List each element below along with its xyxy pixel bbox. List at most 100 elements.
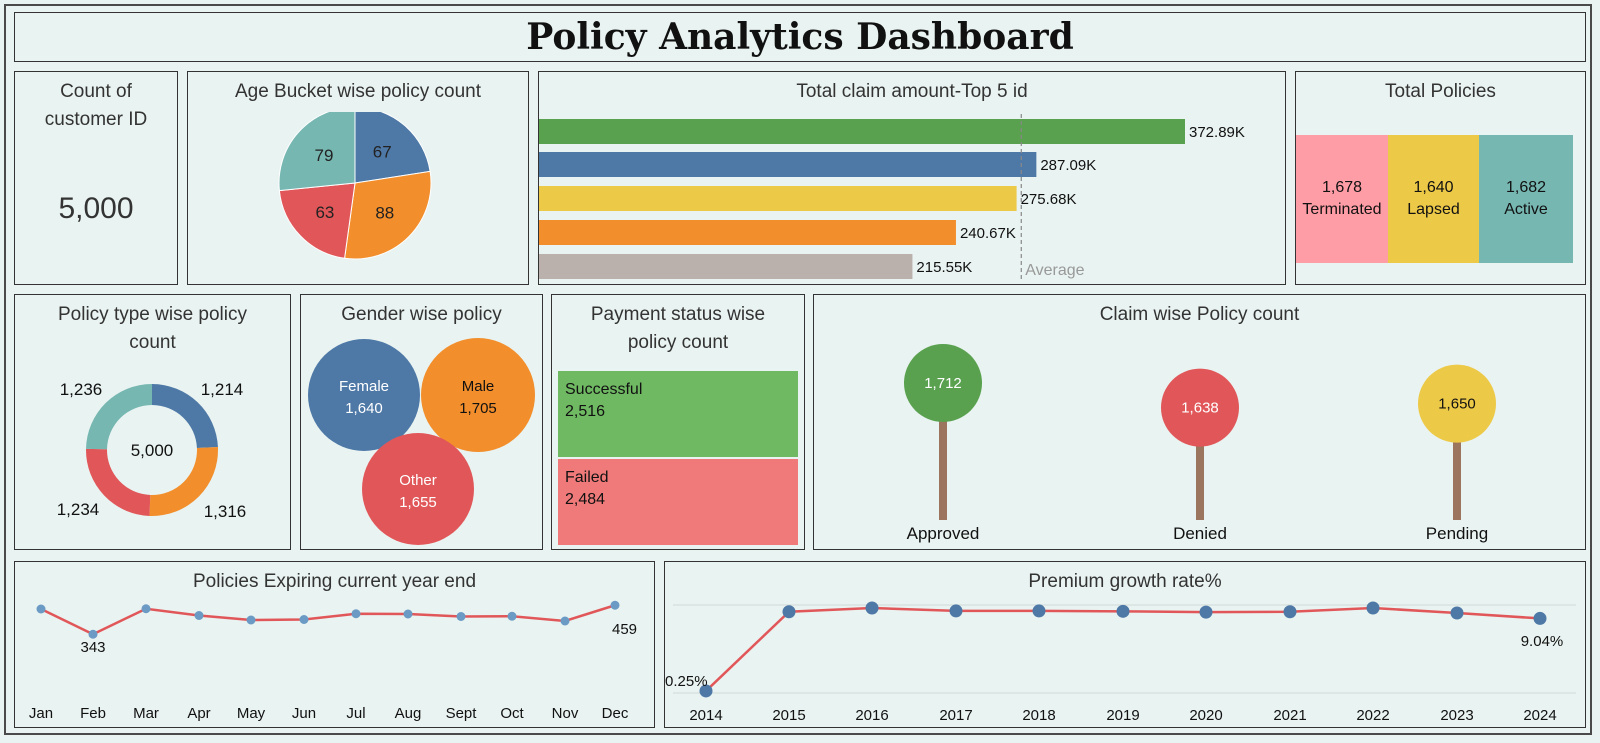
series-point	[246, 615, 256, 625]
growth-line-chart: 2014 2015 2016 2017 2018 2019 2020 2021 2022 2023…	[665, 601, 1576, 724]
kpi-value: 5,000	[58, 192, 134, 225]
claim-bar-label: 372.89K	[1189, 124, 1245, 141]
active-value: 1,682	[1505, 179, 1547, 196]
pie-slice	[344, 170, 432, 260]
series-point	[782, 605, 796, 619]
point-label: 9.04%	[1521, 633, 1564, 650]
policy-type-title-line2: count	[129, 332, 176, 353]
payment-failed-label: Failed	[565, 469, 609, 486]
lollipop-category: Approved	[907, 524, 980, 543]
age-pie-title: Age Bucket wise policy count	[234, 81, 482, 102]
series-point	[194, 611, 204, 620]
claim-top5-panel: Total claim amount-Top 5 id 372.89K 287.0…	[538, 71, 1286, 285]
gender-bubble-chart: Female 1,640 Male 1,705 Other 1,655	[308, 338, 535, 545]
policy-type-donut: 1,214 1,316 1,234 1,236 5,000	[57, 380, 247, 521]
gender-bubble-category: Female	[339, 378, 389, 395]
series-point	[299, 615, 309, 624]
gender-bubble-category: Other	[399, 472, 437, 489]
growth-panel: Premium growth rate% 2014 2015 2016 2017 201…	[664, 561, 1586, 728]
claim-bar	[539, 220, 956, 245]
series-point	[351, 609, 361, 619]
lollipop-value: 1,638	[1181, 400, 1219, 417]
donut-slice	[86, 448, 151, 516]
series-point	[403, 609, 413, 619]
series-point	[1366, 601, 1380, 615]
claim-count-panel: Claim wise Policy count 1,712 Approved 1,6…	[813, 294, 1586, 550]
claim-top5-chart: 372.89K 287.09K 275.68K 240.67K 215.55K Avera…	[539, 114, 1245, 280]
x-tick-label: 2015	[772, 707, 805, 724]
growth-title: Premium growth rate%	[1028, 571, 1222, 592]
average-label: Average	[1025, 262, 1084, 279]
claim-bar-label: 275.68K	[1021, 191, 1077, 208]
kpi-title-line2: customer ID	[44, 109, 148, 130]
gender-bubble-category: Male	[462, 378, 495, 395]
gender-bubble-value: 1,640	[345, 400, 383, 417]
series-point	[88, 629, 98, 639]
donut-slice	[152, 384, 218, 448]
gender-bubble	[362, 433, 474, 545]
active-label: Active	[1504, 201, 1548, 218]
x-tick-label: Dec	[602, 705, 629, 722]
x-tick-label: Jul	[346, 705, 365, 722]
expiring-title: Policies Expiring current year end	[192, 571, 477, 592]
total-policies-lapsed: 1,640 Lapsed	[1388, 135, 1479, 263]
series-point	[560, 616, 570, 626]
series-point	[1450, 606, 1464, 620]
x-tick-label: 2023	[1440, 707, 1473, 724]
pie-slice	[278, 112, 356, 192]
x-tick-label: Oct	[500, 705, 524, 722]
donut-slice	[149, 447, 219, 516]
donut-slice-label: 1,316	[204, 502, 247, 521]
lollipop-head	[1418, 364, 1496, 443]
x-tick-label: 2017	[939, 707, 972, 724]
pie-slice	[278, 182, 356, 259]
lollipop-stem	[1453, 403, 1461, 520]
lollipop-category: Pending	[1426, 524, 1488, 543]
x-tick-label: 2018	[1022, 707, 1055, 724]
gender-bubble-value: 1,705	[459, 400, 497, 417]
donut-center-label: 5,000	[131, 441, 174, 460]
claim-bar	[539, 254, 913, 279]
claim-bar-label: 215.55K	[916, 259, 972, 276]
donut-slice-label: 1,234	[57, 500, 100, 519]
series-line	[705, 606, 1541, 692]
total-policies-title: Total Policies	[1385, 81, 1496, 102]
lollipop-value: 1,712	[924, 375, 962, 392]
kpi-panel: Count of customer ID 5,000	[14, 71, 178, 285]
x-tick-label: 2024	[1523, 707, 1556, 724]
claim-bar	[539, 186, 1017, 211]
x-tick-label: Nov	[552, 705, 579, 722]
pie-slice	[354, 112, 431, 184]
x-tick-label: Mar	[133, 705, 159, 722]
x-tick-label: 2014	[689, 707, 722, 724]
series-point	[141, 604, 151, 614]
pie-slice-label: 88	[375, 203, 394, 222]
lollipop-stem	[1196, 407, 1204, 520]
x-tick-label: Apr	[187, 705, 210, 722]
payment-title-line1: Payment status wise	[590, 304, 766, 325]
policy-type-title-line1: Policy type wise policy	[57, 304, 248, 325]
gender-bubble-value: 1,655	[399, 494, 437, 511]
x-tick-label: Jan	[29, 705, 53, 722]
kpi-title-line1: Count of	[60, 81, 132, 102]
series-point	[865, 601, 879, 615]
series-point	[507, 611, 517, 621]
expiring-line-chart: Jan Feb Mar Apr May Jun Jul Aug Sept Oct Nov Dec 343…	[29, 600, 637, 722]
x-tick-label: 2022	[1356, 707, 1389, 724]
age-pie-chart: 67 88 63 79	[278, 112, 432, 260]
series-point	[1283, 605, 1297, 619]
lapsed-label: Lapsed	[1407, 201, 1460, 218]
x-tick-label: 2020	[1189, 707, 1222, 724]
series-point	[610, 600, 620, 610]
claim-count-lollipop-chart: 1,712 Approved 1,638 Denied 1,650 Pending	[904, 344, 1496, 543]
payment-successful-value: 2,516	[565, 403, 606, 420]
total-policies-panel: Total Policies 1,678 Terminated 1,640 La…	[1295, 71, 1586, 285]
series-point	[949, 604, 963, 618]
gender-panel: Gender wise policy Female 1,640 Male 1,705 O…	[300, 294, 543, 550]
x-tick-label: 2021	[1273, 707, 1306, 724]
title-panel: Policy Analytics Dashboard	[14, 12, 1586, 62]
claim-top5-title: Total claim amount-Top 5 id	[796, 81, 1028, 102]
x-tick-label: 2019	[1106, 707, 1139, 724]
gender-bubble	[421, 338, 535, 452]
lollipop-head	[904, 344, 982, 422]
